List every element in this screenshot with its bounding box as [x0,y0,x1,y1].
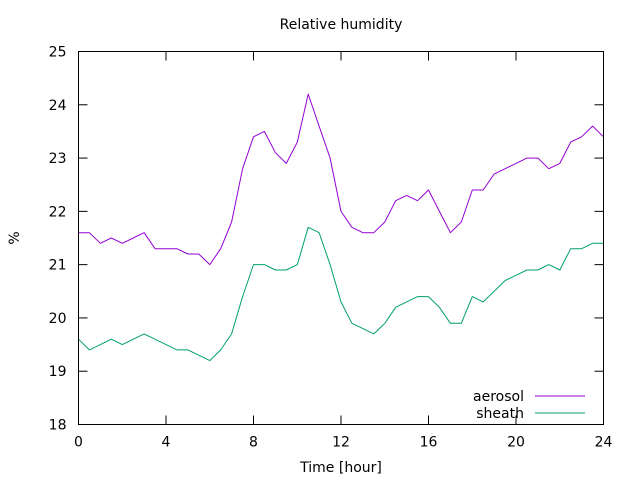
x-tick-label: 24 [595,435,613,451]
x-tick-label: 4 [162,435,171,451]
legend-label-sheath: sheath [476,406,524,422]
series-line-sheath [78,226,604,362]
legend-label-aerosol: aerosol [473,389,524,405]
y-tick-label: 19 [49,364,67,380]
y-tick-label: 24 [49,98,67,114]
x-tick-label: 16 [420,435,438,451]
ticks-layer: 0 4 8 12 16 20 24 18 19 20 21 22 23 24 25 [49,45,613,451]
x-tick-label: 12 [332,435,350,451]
y-tick-label: 20 [49,311,67,327]
series-layer [78,93,604,362]
series-line-aerosol [78,93,604,266]
x-tick-label: 20 [507,435,525,451]
y-tick-label: 23 [49,151,67,167]
y-tick-label: 21 [49,258,67,274]
y-tick-label: 25 [49,45,67,61]
x-tick-label: 0 [74,435,83,451]
y-axis-title: % [7,231,23,244]
plot-frame [78,51,604,425]
x-tick-label: 8 [249,435,258,451]
y-tick-label: 22 [49,204,67,220]
x-axis-title: Time [hour] [299,460,382,476]
y-tick-label: 18 [49,418,67,434]
chart-title: Relative humidity [280,17,403,33]
legend: aerosol sheath [473,389,585,422]
